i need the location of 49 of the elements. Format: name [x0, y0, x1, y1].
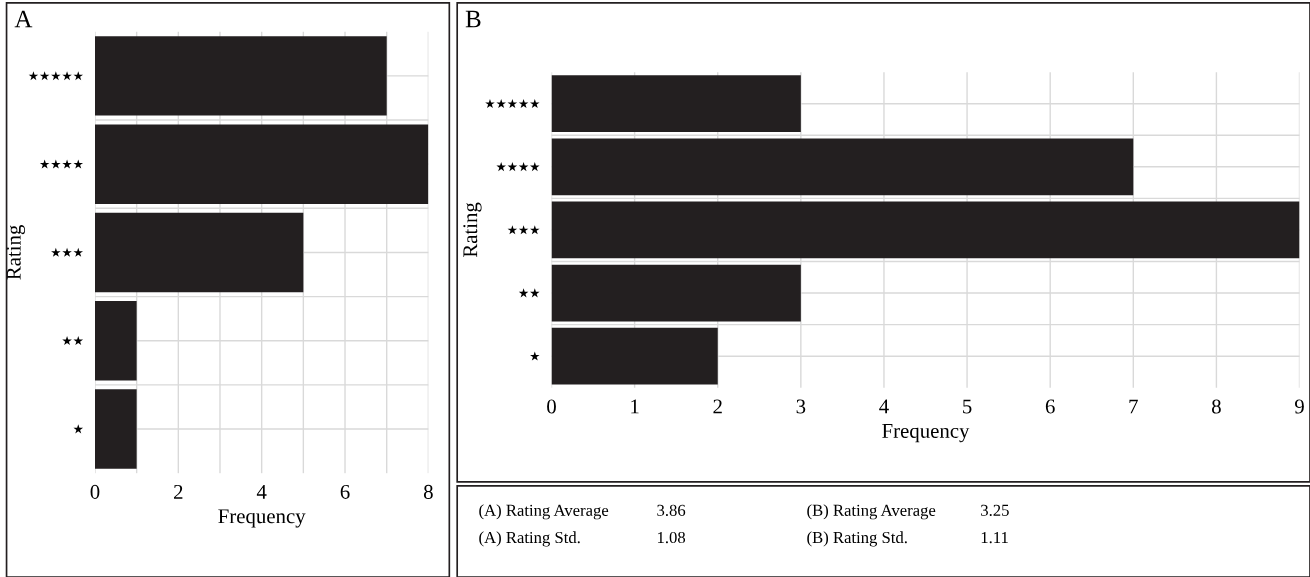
text: (B) Rating Std. [807, 531, 907, 547]
bar [551, 327, 718, 385]
x-tick-label: 6 [340, 484, 350, 499]
bar [551, 75, 801, 133]
text: 1.11 [981, 531, 1008, 544]
bar [94, 300, 137, 381]
y-tick-label: ★★★★★ [28, 71, 84, 81]
y-tick-label: ★★★★ [496, 162, 540, 172]
bar [94, 389, 137, 469]
x-axis-title: Frequency [218, 509, 306, 528]
text: 3.86 [657, 504, 686, 517]
bar [94, 212, 304, 293]
x-tick-label: 3 [796, 399, 806, 414]
y-tick-label: ★★ [518, 288, 540, 298]
y-axis-title: Rating [463, 202, 482, 258]
y-tick-label: ★★★ [507, 225, 540, 235]
bar [551, 138, 1134, 196]
x-tick-label: 8 [423, 484, 433, 499]
text: (A) Rating Std. [479, 531, 580, 547]
x-tick-label: 2 [713, 399, 722, 414]
chart-title: A [14, 10, 33, 28]
x-tick-label: 6 [1045, 399, 1055, 414]
x-axis-title: Frequency [882, 424, 970, 443]
bar [94, 36, 387, 116]
x-tick-label: 7 [1129, 399, 1138, 414]
y-tick-label: ★★★★ [39, 159, 84, 169]
text: (B) Rating Average [807, 504, 936, 520]
text: (A) Rating Average [479, 504, 609, 520]
x-tick-label: 8 [1211, 399, 1221, 414]
y-tick-label: ★★★★★ [485, 98, 540, 109]
y-tick-label: ★★ [62, 336, 84, 346]
bar [551, 201, 1300, 259]
y-tick-label: ★★★ [51, 247, 84, 257]
y-tick-label: ★ [530, 351, 540, 361]
bar [94, 124, 429, 204]
x-tick-label: 1 [631, 399, 639, 414]
bar [551, 264, 801, 322]
x-tick-label: 5 [963, 399, 972, 414]
y-tick-label: ★ [73, 424, 84, 434]
text: 3.25 [981, 504, 1009, 517]
x-tick-label: 2 [174, 484, 183, 499]
x-tick-label: 4 [256, 484, 267, 499]
y-axis-title: Rating [6, 225, 26, 280]
x-tick-label: 0 [547, 399, 556, 414]
x-tick-label: 0 [90, 484, 100, 499]
x-tick-label: 9 [1294, 399, 1304, 414]
x-tick-label: 4 [879, 399, 889, 414]
chart-title: B [465, 10, 481, 28]
text: 1.08 [657, 531, 686, 544]
